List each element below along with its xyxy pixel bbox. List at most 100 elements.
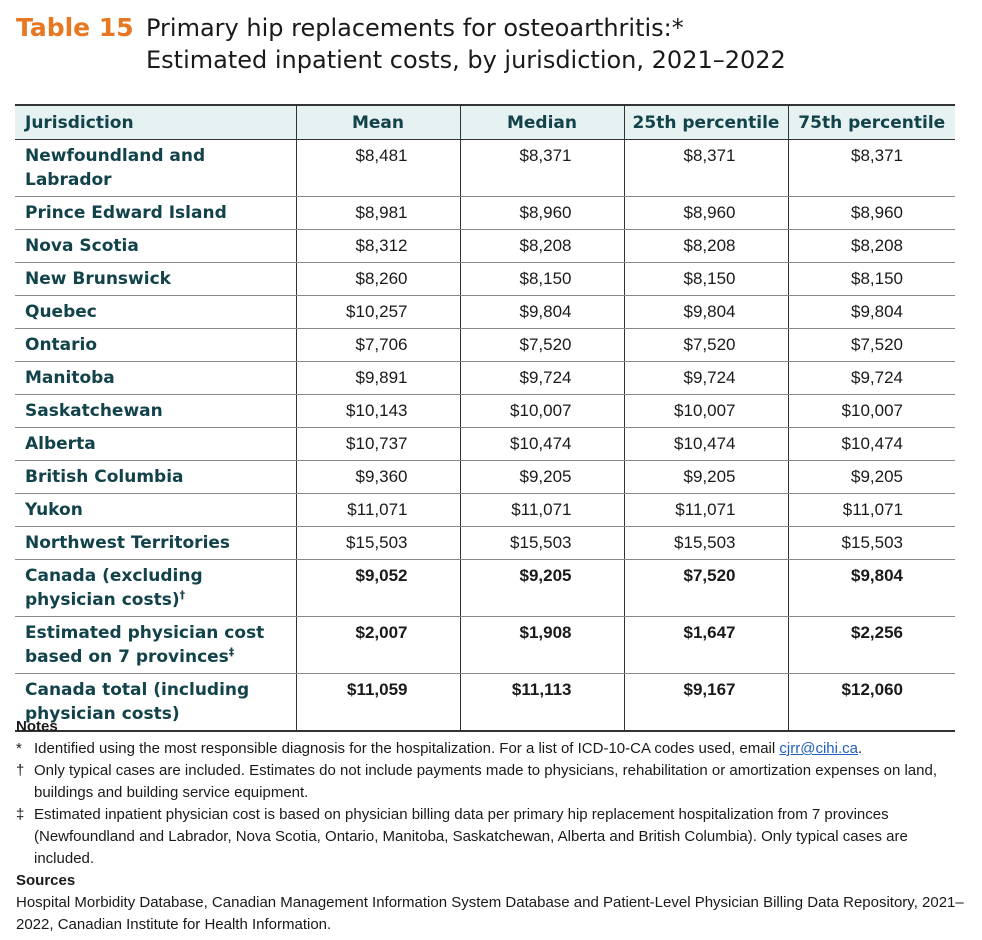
jurisdiction-cell: Alberta [15,427,296,461]
table-row: Ontario $7,706 $7,520 $7,520 $7,520 [15,328,955,362]
summary-label-line-2-text: based on 7 provinces [25,647,229,667]
median-cell: $9,205 [459,460,624,494]
p25-cell: $9,167 [623,673,788,732]
note-mark: † [16,762,25,779]
table-header-row: Jurisdiction Mean Median 25th percentile… [15,104,955,140]
mean-cell: $15,503 [295,526,460,560]
jurisdiction-cell: Saskatchewan [15,394,296,428]
mean-cell: $9,052 [295,559,460,617]
notes-heading: Notes [16,718,58,735]
note-text: Estimated inpatient physician cost is ba… [34,806,908,867]
p75-cell: $11,071 [787,493,955,527]
p25-cell: $8,960 [623,196,788,230]
note-body: Identified using the most responsible di… [34,740,780,757]
p25-cell: $9,205 [623,460,788,494]
median-cell: $11,113 [459,673,624,732]
summary-label-line-2-text: physician costs) [25,704,180,724]
table-title: Table 15 Primary hip replacements for os… [16,12,966,76]
p75-cell: $9,804 [787,295,955,329]
p25-cell: $10,007 [623,394,788,428]
mean-cell: $2,007 [295,616,460,674]
mean-cell: $8,981 [295,196,460,230]
p75-cell: $8,150 [787,262,955,296]
note-mark: * [16,740,22,757]
table-row: Quebec $10,257 $9,804 $9,804 $9,804 [15,295,955,329]
summary-label-cell: Estimated physician cost based on 7 provi… [15,616,296,674]
summary-label-cell: Canada total (including physician costs) [15,673,296,732]
title-line-2: Estimated inpatient costs, by jurisdicti… [146,46,786,74]
summary-label-cell: Canada (excluding physician costs)† [15,559,296,617]
p75-cell: $8,960 [787,196,955,230]
p75-cell: $2,256 [787,616,955,674]
table-row: Alberta $10,737 $10,474 $10,474 $10,474 [15,427,955,461]
p25-cell: $1,647 [623,616,788,674]
summary-row: Canada (excluding physician costs)† $9,052… [15,559,955,617]
p75-cell: $15,503 [787,526,955,560]
title-line-1: Primary hip replacements for osteoarthri… [146,14,684,42]
jurisdiction-cell: Yukon [15,493,296,527]
mean-cell: $7,706 [295,328,460,362]
email-link[interactable]: cjrr@cihi.ca [779,740,858,757]
p25-cell: $8,208 [623,229,788,263]
summary-label-line-1: Canada total (including [25,680,250,700]
mean-cell: $10,257 [295,295,460,329]
median-cell: $9,205 [459,559,624,617]
p25-cell: $10,474 [623,427,788,461]
median-cell: $9,724 [459,361,624,395]
footnote-mark: † [179,588,186,602]
header-mean: Mean [295,104,460,140]
cost-table: Jurisdiction Mean Median 25th percentile… [15,104,955,732]
jurisdiction-cell: Northwest Territories [15,526,296,560]
median-cell: $10,474 [459,427,624,461]
jurisdiction-cell: Quebec [15,295,296,329]
table-row: Manitoba $9,891 $9,724 $9,724 $9,724 [15,361,955,395]
median-cell: $10,007 [459,394,624,428]
p25-cell: $8,371 [623,139,788,197]
table-row: Saskatchewan $10,143 $10,007 $10,007 $10,007 [15,394,955,428]
p25-cell: $8,150 [623,262,788,296]
p75-cell: $7,520 [787,328,955,362]
median-cell: $8,150 [459,262,624,296]
p75-cell: $10,007 [787,394,955,428]
footnote-mark: ‡ [228,645,235,659]
table-row: Newfoundland and Labrador $8,481 $8,371 $8,… [15,139,955,197]
table-row: Nova Scotia $8,312 $8,208 $8,208 $8,208 [15,229,955,263]
p25-cell: $11,071 [623,493,788,527]
p75-cell: $9,724 [787,361,955,395]
jurisdiction-cell: New Brunswick [15,262,296,296]
cost-table-container: Jurisdiction Mean Median 25th percentile… [15,104,955,732]
table-row: Prince Edward Island $8,981 $8,960 $8,960 $8… [15,196,955,230]
p75-cell: $9,804 [787,559,955,617]
jurisdiction-cell: Manitoba [15,361,296,395]
p75-cell: $10,474 [787,427,955,461]
median-cell: $8,208 [459,229,624,263]
jurisdiction-cell: Newfoundland and Labrador [15,139,296,197]
jurisdiction-cell: Nova Scotia [15,229,296,263]
mean-cell: $9,891 [295,361,460,395]
summary-label-line-2: based on 7 provinces‡ [25,645,288,669]
table-row: Yukon $11,071 $11,071 $11,071 $11,071 [15,493,955,527]
table-number: Table 15 [16,13,134,42]
header-median: Median [459,104,624,140]
note-item: * Identified using the most responsible … [16,738,966,760]
median-cell: $15,503 [459,526,624,560]
median-cell: $9,804 [459,295,624,329]
p75-cell: $9,205 [787,460,955,494]
mean-cell: $8,260 [295,262,460,296]
table-row: Northwest Territories $15,503 $15,503 $15,5… [15,526,955,560]
table-row: New Brunswick $8,260 $8,150 $8,150 $8,150 [15,262,955,296]
p75-cell: $12,060 [787,673,955,732]
header-75th-percentile: 75th percentile [787,104,955,140]
jurisdiction-cell: Ontario [15,328,296,362]
mean-cell: $11,071 [295,493,460,527]
note-text: Identified using the most responsible di… [34,738,966,760]
summary-label-line-1: Canada (excluding [25,566,203,586]
summary-label-line-2: physician costs)† [25,588,288,612]
mean-cell: $8,481 [295,139,460,197]
jurisdiction-cell: Prince Edward Island [15,196,296,230]
p25-cell: $7,520 [623,328,788,362]
sources-heading: Sources [16,872,76,889]
p25-cell: $9,724 [623,361,788,395]
summary-label-line-1: Estimated physician cost [25,623,265,643]
title-text: Primary hip replacements for osteoarthri… [146,12,786,76]
